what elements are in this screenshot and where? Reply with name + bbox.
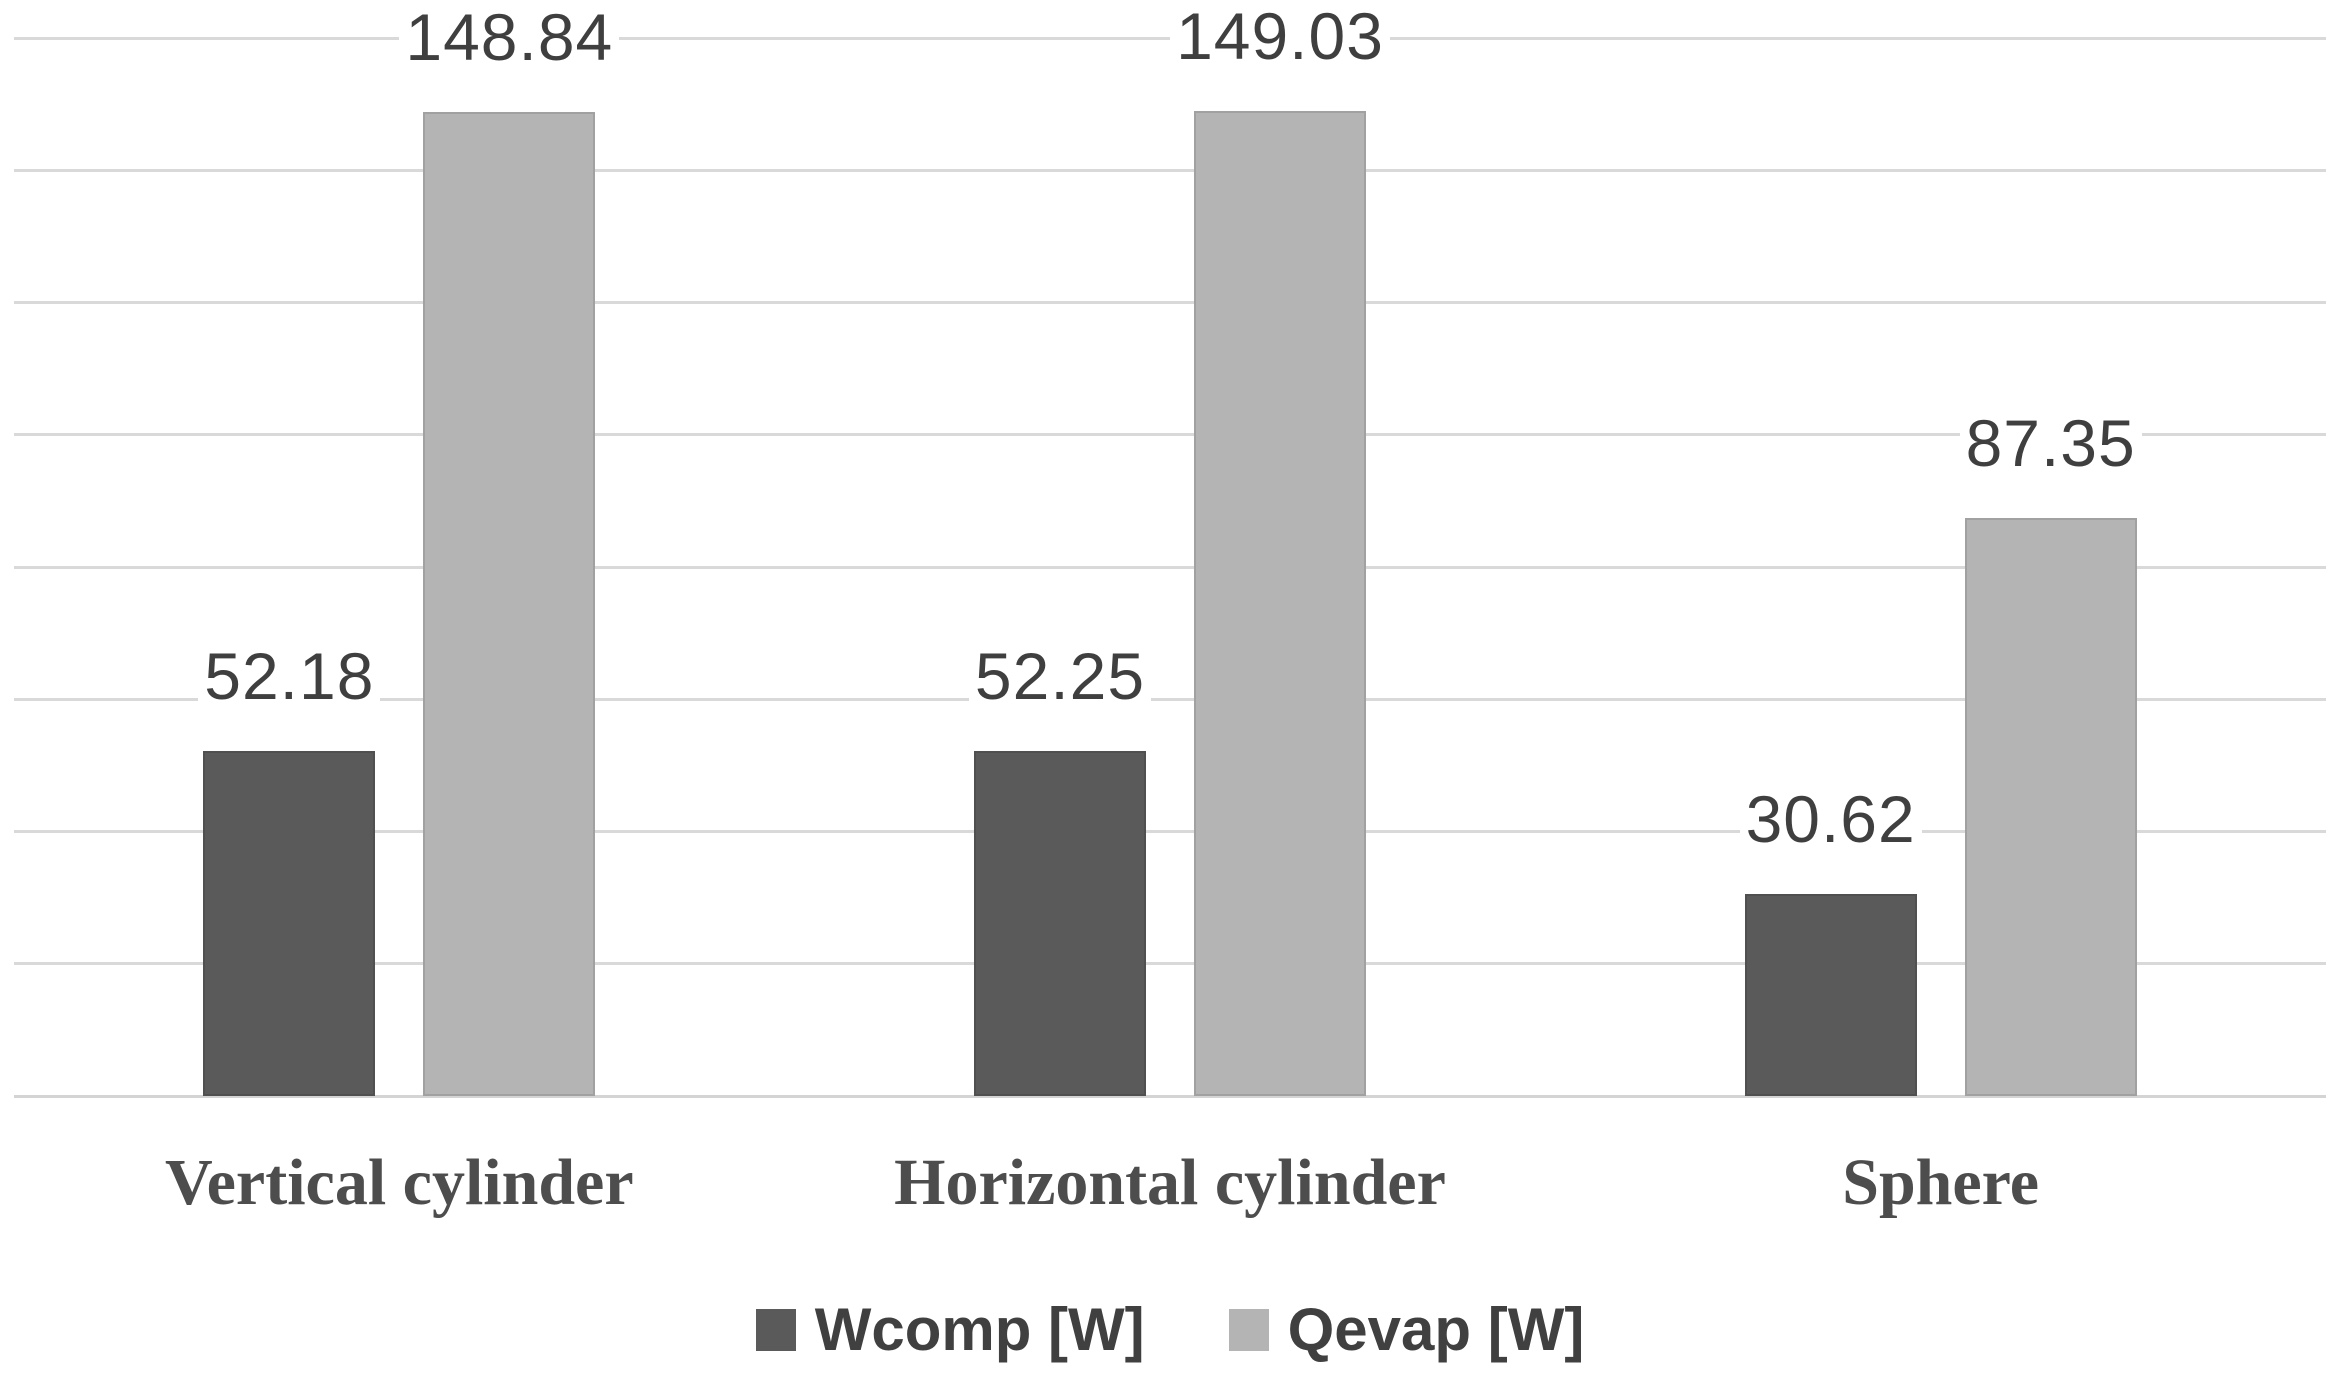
gridline [14,565,2326,569]
gridline [14,168,2326,172]
gridline [14,962,2326,966]
data-label-text: 52.25 [968,638,1152,713]
bar-wcomp-2 [974,750,1146,1096]
gridline [14,830,2326,833]
legend-swatch-wcomp [755,1309,796,1351]
data-label-qevap-3: 87.35 [1881,406,2221,481]
data-label-text: 52.18 [198,638,381,713]
data-label-text: 30.62 [1739,781,1922,856]
data-label-wcomp-1: 52.18 [119,638,459,713]
bar-qevap-2 [1194,110,1366,1096]
bar-qevap-3 [1964,518,2137,1096]
data-label-qevap-2: 149.03 [1110,0,1450,73]
data-label-text: 148.84 [399,0,620,74]
gridline [14,301,2326,304]
legend: Wcomp [W] Qevap [W] [14,1298,2326,1362]
gridline [14,36,2326,40]
legend-entry-wcomp: Wcomp [W] [755,1296,1145,1363]
bar-wcomp-3 [1744,893,1917,1096]
data-label-text: 87.35 [1959,406,2142,481]
legend-label-wcomp: Wcomp [W] [814,1296,1145,1363]
x-axis-line [14,1094,2326,1098]
legend-entry-qevap: Qevap [W] [1228,1296,1585,1363]
gridline [14,697,2326,701]
category-label-2: Horizontal cylinder [894,1146,1446,1219]
category-label-1: Vertical cylinder [165,1146,634,1219]
legend-swatch-qevap [1228,1309,1269,1351]
legend-label-qevap: Qevap [W] [1287,1296,1585,1363]
bar-wcomp-1 [203,750,376,1096]
bar-qevap-1 [423,111,596,1096]
data-label-wcomp-3: 30.62 [1661,781,2001,856]
data-label-text: 149.03 [1170,0,1390,73]
gridline [14,433,2326,437]
category-label-3: Sphere [1842,1146,2040,1219]
data-label-qevap-1: 148.84 [339,0,679,74]
data-label-wcomp-2: 52.25 [890,638,1230,713]
